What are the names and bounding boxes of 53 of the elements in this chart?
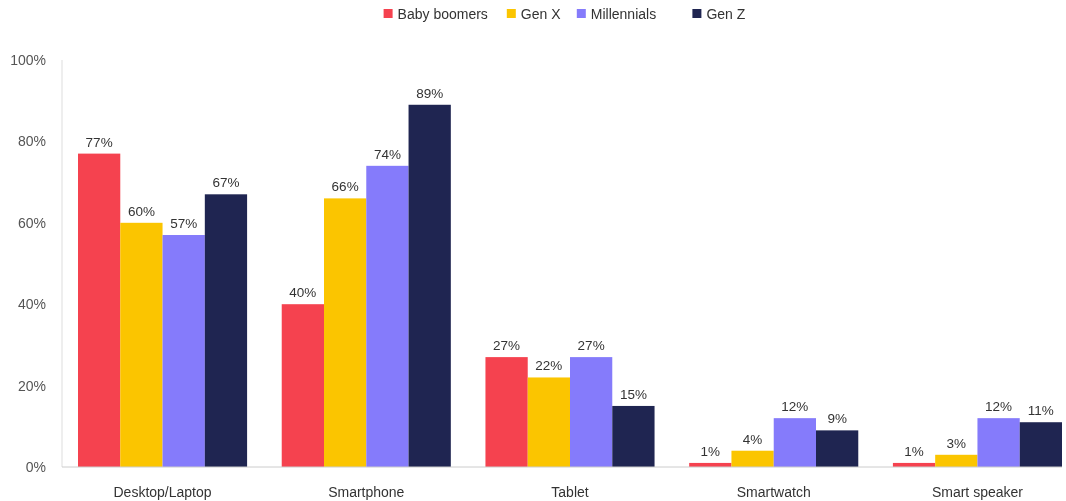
legend-label: Baby boomers <box>397 5 488 22</box>
bar <box>366 165 409 467</box>
bar <box>977 418 1020 467</box>
bar <box>1019 422 1062 467</box>
y-tick-label: 100% <box>10 51 46 68</box>
data-label: 89% <box>416 85 444 101</box>
data-label: 4% <box>742 431 763 447</box>
bar <box>612 405 655 467</box>
bar <box>773 418 816 467</box>
data-label: 3% <box>946 435 967 451</box>
x-tick-label: Smartphone <box>328 484 405 500</box>
bar <box>204 194 248 467</box>
data-label: 22% <box>535 358 563 374</box>
bar <box>816 430 859 467</box>
data-label: 27% <box>577 338 605 354</box>
data-label: 60% <box>127 203 155 219</box>
bar <box>935 454 978 467</box>
data-label: 67% <box>212 175 240 191</box>
y-tick-label: 60% <box>17 214 46 231</box>
x-tick-label: Desktop/Laptop <box>113 484 212 500</box>
bar <box>485 357 528 467</box>
data-label: 57% <box>170 216 198 232</box>
x-tick-label: Smart speaker <box>931 484 1024 500</box>
legend-label: Gen Z <box>706 5 746 22</box>
data-label: 1% <box>700 443 721 459</box>
bar <box>731 450 774 467</box>
legend-label: Millennials <box>590 5 657 22</box>
data-label: 1% <box>904 443 924 459</box>
bar <box>281 304 324 467</box>
data-label: 74% <box>373 146 401 162</box>
data-label: 9% <box>827 411 847 427</box>
y-tick-label: 40% <box>17 296 46 313</box>
bar <box>78 153 121 467</box>
data-label: 12% <box>781 399 809 415</box>
bar <box>570 357 613 467</box>
x-tick-label: Tablet <box>551 484 589 500</box>
legend-label: Gen X <box>520 5 562 22</box>
data-label: 27% <box>493 338 521 354</box>
bar <box>527 377 570 467</box>
y-tick-label: 20% <box>17 377 46 394</box>
x-tick-label: Smartwatch <box>736 484 811 500</box>
data-label: 12% <box>985 399 1013 415</box>
y-tick-label: 0% <box>25 458 46 475</box>
data-label: 77% <box>85 134 113 150</box>
data-label: 66% <box>331 179 359 195</box>
bar <box>120 222 163 467</box>
data-label: 15% <box>619 386 647 402</box>
data-label: 11% <box>1027 403 1054 419</box>
bar <box>162 235 205 467</box>
data-label: 40% <box>289 285 317 301</box>
bar <box>408 104 451 467</box>
y-tick-label: 80% <box>17 133 46 150</box>
bar <box>324 198 367 467</box>
